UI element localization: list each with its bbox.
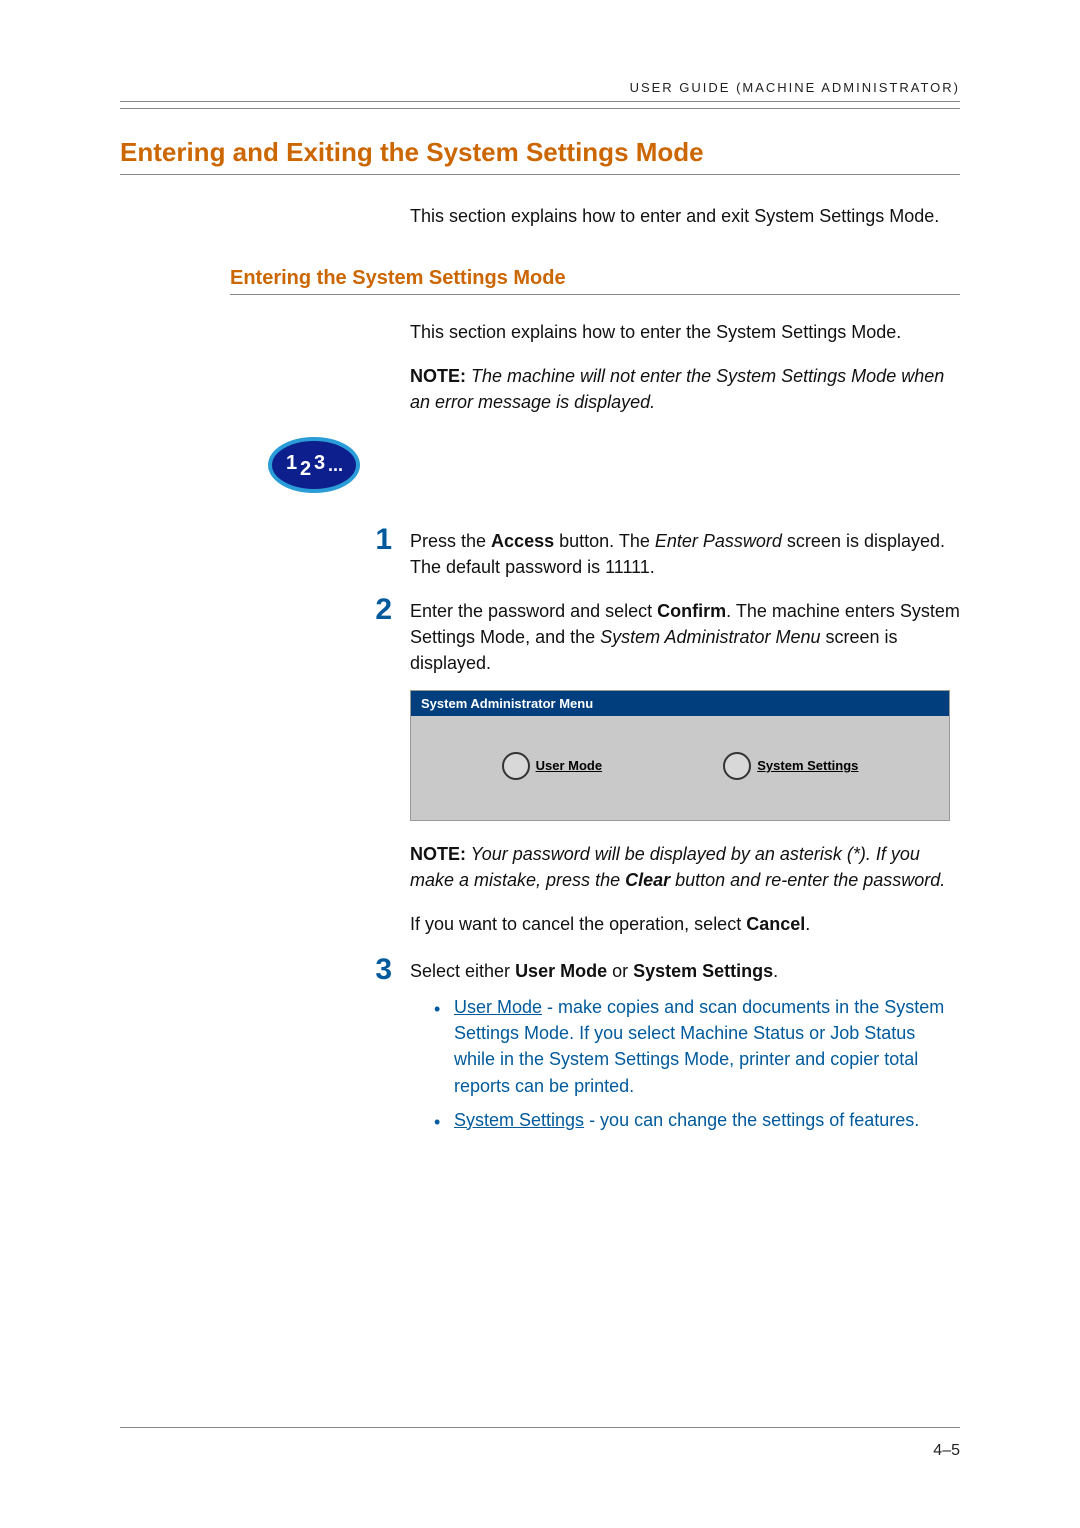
text: Enter the password and select — [410, 601, 657, 621]
password-note: NOTE: Your password will be displayed by… — [410, 841, 950, 893]
bullet-text: User Mode - make copies and scan documen… — [454, 994, 960, 1098]
italic-text: System Administrator Menu — [600, 627, 820, 647]
text: button. The — [554, 531, 655, 551]
section-title: Entering and Exiting the System Settings… — [120, 137, 960, 174]
svg-text:2: 2 — [300, 458, 311, 480]
page-number: 4–5 — [933, 1442, 960, 1460]
admin-menu-body: User Mode System Settings — [411, 716, 949, 820]
bullet-list: • User Mode - make copies and scan docum… — [410, 994, 960, 1134]
svg-text:1: 1 — [286, 452, 297, 474]
step-body: Enter the password and select Confirm. T… — [410, 595, 960, 676]
radio-icon — [723, 752, 751, 780]
bold-text: User Mode — [515, 961, 607, 981]
bold-text: System Settings — [633, 961, 773, 981]
cancel-line: If you want to cancel the operation, sel… — [410, 911, 950, 937]
radio-icon — [502, 752, 530, 780]
note-text: button and re-enter the password. — [670, 870, 945, 890]
text: - you can change the settings of feature… — [584, 1110, 919, 1130]
system-settings-label: System Settings — [757, 758, 858, 773]
bullet-item: • System Settings - you can change the s… — [434, 1107, 960, 1135]
steps-badge-icon: 1 2 3 ... — [266, 435, 362, 495]
step-number: 1 — [354, 525, 410, 555]
step-1: 1 Press the Access button. The Enter Pas… — [354, 525, 960, 580]
system-settings-link[interactable]: System Settings — [454, 1110, 584, 1130]
subsection-title: Entering the System Settings Mode — [230, 267, 960, 294]
user-mode-link[interactable]: User Mode — [454, 997, 542, 1017]
system-settings-button[interactable]: System Settings — [723, 752, 858, 780]
text: Select either — [410, 961, 515, 981]
note-text: The machine will not enter the System Se… — [410, 366, 944, 412]
admin-menu-screenshot: System Administrator Menu User Mode Syst… — [410, 690, 950, 821]
svg-text:...: ... — [328, 455, 343, 475]
subsection-intro: This section explains how to enter the S… — [410, 319, 950, 345]
note-label: NOTE: — [410, 844, 466, 864]
subsection-note: NOTE: The machine will not enter the Sys… — [410, 363, 950, 415]
step-3: 3 Select either User Mode or System Sett… — [354, 955, 960, 1143]
section-rule — [120, 174, 960, 175]
step-body: Press the Access button. The Enter Passw… — [410, 525, 960, 580]
step-number: 3 — [354, 955, 410, 985]
italic-text: Enter Password — [655, 531, 782, 551]
header-rule — [120, 108, 960, 109]
bold-text: Access — [491, 531, 554, 551]
bullet-text: System Settings - you can change the set… — [454, 1107, 960, 1133]
text: Press the — [410, 531, 491, 551]
user-mode-label: User Mode — [536, 758, 602, 773]
svg-text:3: 3 — [314, 452, 325, 474]
bold-text: Cancel — [746, 914, 805, 934]
text: . — [805, 914, 810, 934]
subsection-rule — [230, 294, 960, 295]
bold-italic-text: Clear — [625, 870, 670, 890]
user-mode-button[interactable]: User Mode — [502, 752, 602, 780]
step-2: 2 Enter the password and select Confirm.… — [354, 595, 960, 676]
step-number: 2 — [354, 595, 410, 625]
step-body: Select either User Mode or System Settin… — [410, 955, 960, 1143]
text: . — [773, 961, 778, 981]
bullet-dot-icon: • — [434, 994, 454, 1022]
note-label: NOTE: — [410, 366, 466, 386]
section-intro: This section explains how to enter and e… — [410, 203, 950, 229]
bullet-item: • User Mode - make copies and scan docum… — [434, 994, 960, 1098]
text: If you want to cancel the operation, sel… — [410, 914, 746, 934]
running-header: USER GUIDE (MACHINE ADMINISTRATOR) — [120, 80, 960, 102]
bold-text: Confirm — [657, 601, 726, 621]
text: or — [607, 961, 633, 981]
admin-menu-title: System Administrator Menu — [411, 691, 949, 716]
footer-rule — [120, 1427, 960, 1428]
bullet-dot-icon: • — [434, 1107, 454, 1135]
